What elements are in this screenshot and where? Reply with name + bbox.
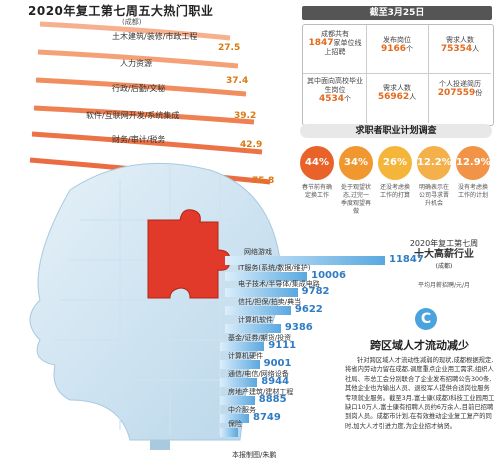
- cutoff-cell-6: 个人投递简历 207559份: [437, 80, 483, 98]
- salary-bar-value: 9782: [301, 286, 330, 297]
- cutoff-cell-5: 需求人数 56962人: [377, 84, 417, 102]
- salary-bar-value: 9001: [263, 358, 292, 369]
- hot-job-label-1: 土木建筑/装修/市政工程: [112, 32, 198, 41]
- hot-jobs-arcs: [29, 21, 271, 185]
- survey-text: 处于观望状态,过完一季度观望再做: [341, 184, 372, 215]
- salary-bar-label: IT服务(系统/数据/维护): [238, 264, 311, 272]
- salary-bar: [220, 378, 258, 387]
- cutoff-cell-3: 需求人数 75354人: [440, 36, 480, 54]
- survey-circle: 12.2%: [417, 146, 452, 180]
- salary-bar-value: 8944: [261, 376, 290, 387]
- salary-bar: [225, 288, 298, 297]
- cutoff-stats-panel: [302, 24, 494, 126]
- survey-circle: 44%: [300, 146, 334, 180]
- hot-job-label-2: 人力资源: [120, 59, 152, 68]
- main-subtitle: (成都): [122, 18, 142, 26]
- hot-job-label-3: 行政/后勤/文秘: [112, 84, 166, 93]
- survey-text: 还没考虑换工作的打算: [380, 184, 411, 199]
- salary-bar: [220, 414, 249, 423]
- survey-title: 求职者职业计划调查: [300, 124, 492, 138]
- salary-title: 2020年复工第七周 十大高薪行业 (成都): [409, 239, 479, 270]
- hot-job-value-4: 39.2: [234, 111, 257, 121]
- salary-bar-label: 电子技术/半导体/集成电路: [238, 280, 320, 288]
- hot-job-value-5: 42.9: [240, 140, 263, 150]
- hot-job-extra-value: 75.8: [252, 176, 275, 186]
- salary-bar-value: 9111: [268, 340, 297, 351]
- cutoff-title: 截至3月25日: [302, 6, 492, 20]
- salary-bar-value: 8749: [252, 412, 281, 423]
- survey-text: 明确表示在公司寻求晋升机会: [419, 184, 450, 207]
- cutoff-cell-4: 其中面向高校毕业生岗位 4534个: [307, 77, 363, 104]
- salary-bar: [220, 360, 260, 369]
- salary-bar: [220, 342, 265, 351]
- flow-title: 跨区域人才流动减少: [370, 339, 469, 352]
- salary-bar-value: 8885: [258, 394, 287, 405]
- salary-bar: [225, 306, 291, 315]
- salary-bar-value: 11847: [389, 254, 424, 265]
- salary-bar-value: 10006: [311, 270, 346, 281]
- salary-bar: [225, 272, 308, 281]
- hot-job-label-4: 软件/互联网开发/系统集成: [86, 111, 180, 120]
- salary-bar: [225, 256, 385, 265]
- salary-bar-label: 通信/电信/网络设备: [228, 370, 289, 378]
- salary-bar-label: 信托/担保/拍卖/典当: [238, 298, 302, 306]
- cutoff-cell-2: 发布岗位 9166个: [380, 36, 414, 54]
- salary-bar-label: 保险: [228, 420, 242, 428]
- salary-bar-label: 网络游戏: [244, 248, 272, 256]
- section-c-badge: C: [415, 308, 437, 330]
- credit: 本报制图/朱鹏: [232, 451, 277, 459]
- salary-bar-label: 计算机硬件: [228, 352, 263, 360]
- salary-bar-label: 房地产建筑/建材工程: [228, 388, 294, 396]
- head-puzzle-illustration: [29, 162, 282, 450]
- flow-article: 针对跨区域人才流动性减弱的现状,成都根据规定,将省内劳动力留在成都,调度重点企业…: [345, 357, 495, 430]
- salary-bar: [220, 428, 239, 437]
- hot-job-value-1: 27.5: [218, 43, 241, 53]
- survey-circle: 12.9%: [456, 146, 491, 180]
- survey-circle: 26%: [378, 146, 412, 180]
- salary-bar-label: 基金/证券/期货/投资: [228, 334, 292, 342]
- survey-text: 春节前有确定换工作: [302, 184, 333, 199]
- salary-bar: [225, 324, 281, 333]
- hot-job-label-5: 财务/审计/税务: [112, 135, 166, 144]
- salary-unit: 平均月薪招聘/元/月: [417, 282, 471, 289]
- salary-bar-label: 计算机软件: [238, 316, 273, 324]
- cutoff-cell-1: 成都共有 1847家单位线上招聘: [308, 30, 362, 56]
- salary-bar-value: 9622: [294, 304, 323, 315]
- survey-circle: 34%: [339, 146, 373, 180]
- main-title: 2020年复工第七周五大热门职业: [28, 4, 214, 18]
- salary-bar: [220, 396, 255, 405]
- salary-bar-value: 9386: [284, 322, 313, 333]
- salary-bar-label: 中介服务: [228, 406, 256, 414]
- survey-text: 没有考虑换工作的计划: [458, 184, 489, 199]
- hot-job-value-3: 37.4: [226, 76, 249, 86]
